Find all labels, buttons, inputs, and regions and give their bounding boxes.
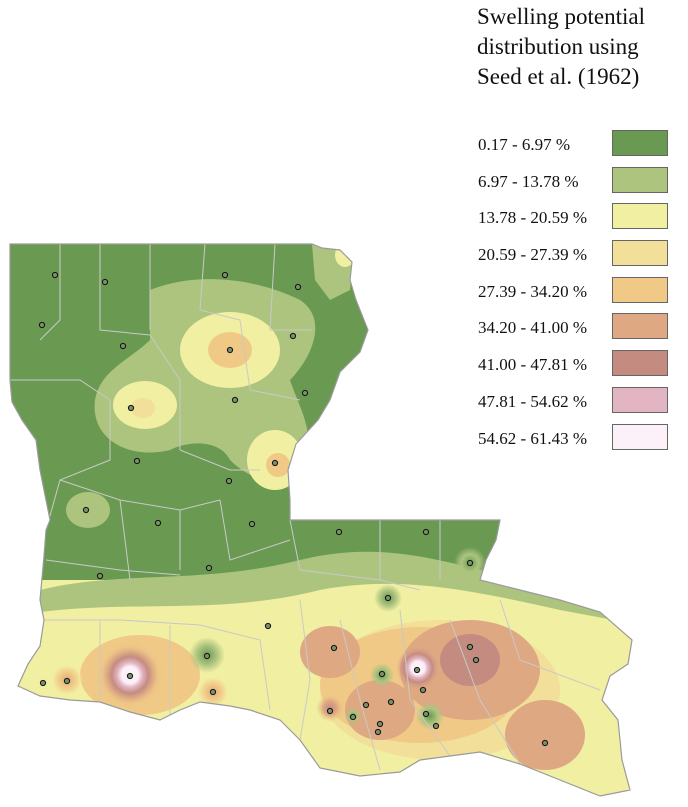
legend-label: 34.20 - 41.00 %: [478, 318, 588, 338]
sample-point: [472, 656, 480, 664]
sample-point: [264, 622, 272, 630]
legend-item: 47.81 - 54.62 %: [478, 385, 683, 422]
sample-point: [466, 643, 474, 651]
legend-label: 27.39 - 34.20 %: [478, 281, 588, 301]
sample-point: [101, 278, 109, 286]
sample-points: [38, 271, 549, 747]
legend: 0.17 - 6.97 % 6.97 - 13.78 % 13.78 - 20.…: [478, 128, 683, 458]
sample-point: [349, 713, 357, 721]
map-title: Swelling potential distribution using Se…: [477, 2, 682, 92]
sample-point: [294, 283, 302, 291]
sample-point: [126, 672, 134, 680]
sample-point: [205, 564, 213, 572]
legend-item: 54.62 - 61.43 %: [478, 422, 683, 459]
legend-swatch: [612, 313, 668, 340]
legend-item: 6.97 - 13.78 %: [478, 165, 683, 202]
legend-swatch: [612, 203, 668, 230]
sample-point: [82, 506, 90, 514]
legend-label: 54.62 - 61.43 %: [478, 428, 588, 448]
legend-swatch: [612, 350, 668, 377]
sample-point: [362, 701, 370, 709]
sample-point: [376, 720, 384, 728]
sample-point: [154, 519, 162, 527]
sample-point: [422, 528, 430, 536]
sample-point: [63, 677, 71, 685]
legend-swatch: [612, 386, 668, 413]
sample-point: [374, 728, 382, 736]
legend-item: 20.59 - 27.39 %: [478, 238, 683, 275]
legend-item: 0.17 - 6.97 %: [478, 128, 683, 165]
sample-point: [422, 710, 430, 718]
legend-label: 6.97 - 13.78 %: [478, 171, 579, 191]
legend-swatch: [612, 240, 668, 267]
sample-point: [226, 346, 234, 354]
sample-point: [96, 572, 104, 580]
title-line-3: Seed et al. (1962): [477, 64, 640, 89]
sample-point: [387, 698, 395, 706]
legend-item: 41.00 - 47.81 %: [478, 348, 683, 385]
sample-point: [413, 666, 421, 674]
legend-item: 34.20 - 41.00 %: [478, 311, 683, 348]
sample-point: [289, 332, 297, 340]
legend-label: 20.59 - 27.39 %: [478, 245, 588, 265]
legend-label: 47.81 - 54.62 %: [478, 391, 588, 411]
parish-boundaries: [10, 244, 601, 771]
legend-item: 27.39 - 34.20 %: [478, 275, 683, 312]
sample-point: [203, 652, 211, 660]
sample-point: [419, 686, 427, 694]
legend-swatch: [612, 423, 668, 450]
legend-label: 13.78 - 20.59 %: [478, 208, 588, 228]
sample-point: [119, 342, 127, 350]
sample-point: [39, 679, 47, 687]
sample-point: [432, 722, 440, 730]
legend-item: 13.78 - 20.59 %: [478, 201, 683, 238]
title-line-2: distribution using: [477, 34, 639, 59]
sample-point: [378, 670, 386, 678]
sample-point: [330, 644, 338, 652]
sample-point: [301, 389, 309, 397]
legend-swatch: [612, 130, 668, 156]
sample-point: [51, 271, 59, 279]
title-line-1: Swelling potential: [477, 4, 646, 29]
sample-point: [271, 459, 279, 467]
sample-point: [248, 520, 256, 528]
sample-point: [225, 477, 233, 485]
sample-point: [221, 271, 229, 279]
legend-swatch: [612, 276, 668, 303]
sample-point: [384, 594, 392, 602]
sample-point: [133, 457, 141, 465]
sample-point: [541, 739, 549, 747]
sample-point: [466, 559, 474, 567]
sample-point: [38, 321, 46, 329]
sample-point: [127, 404, 135, 412]
legend-label: 0.17 - 6.97 %: [478, 135, 571, 154]
legend-label: 41.00 - 47.81 %: [478, 355, 588, 375]
sample-point: [231, 396, 239, 404]
legend-swatch: [612, 166, 668, 193]
sample-point: [209, 688, 217, 696]
sample-point: [335, 528, 343, 536]
sample-point: [326, 707, 334, 715]
